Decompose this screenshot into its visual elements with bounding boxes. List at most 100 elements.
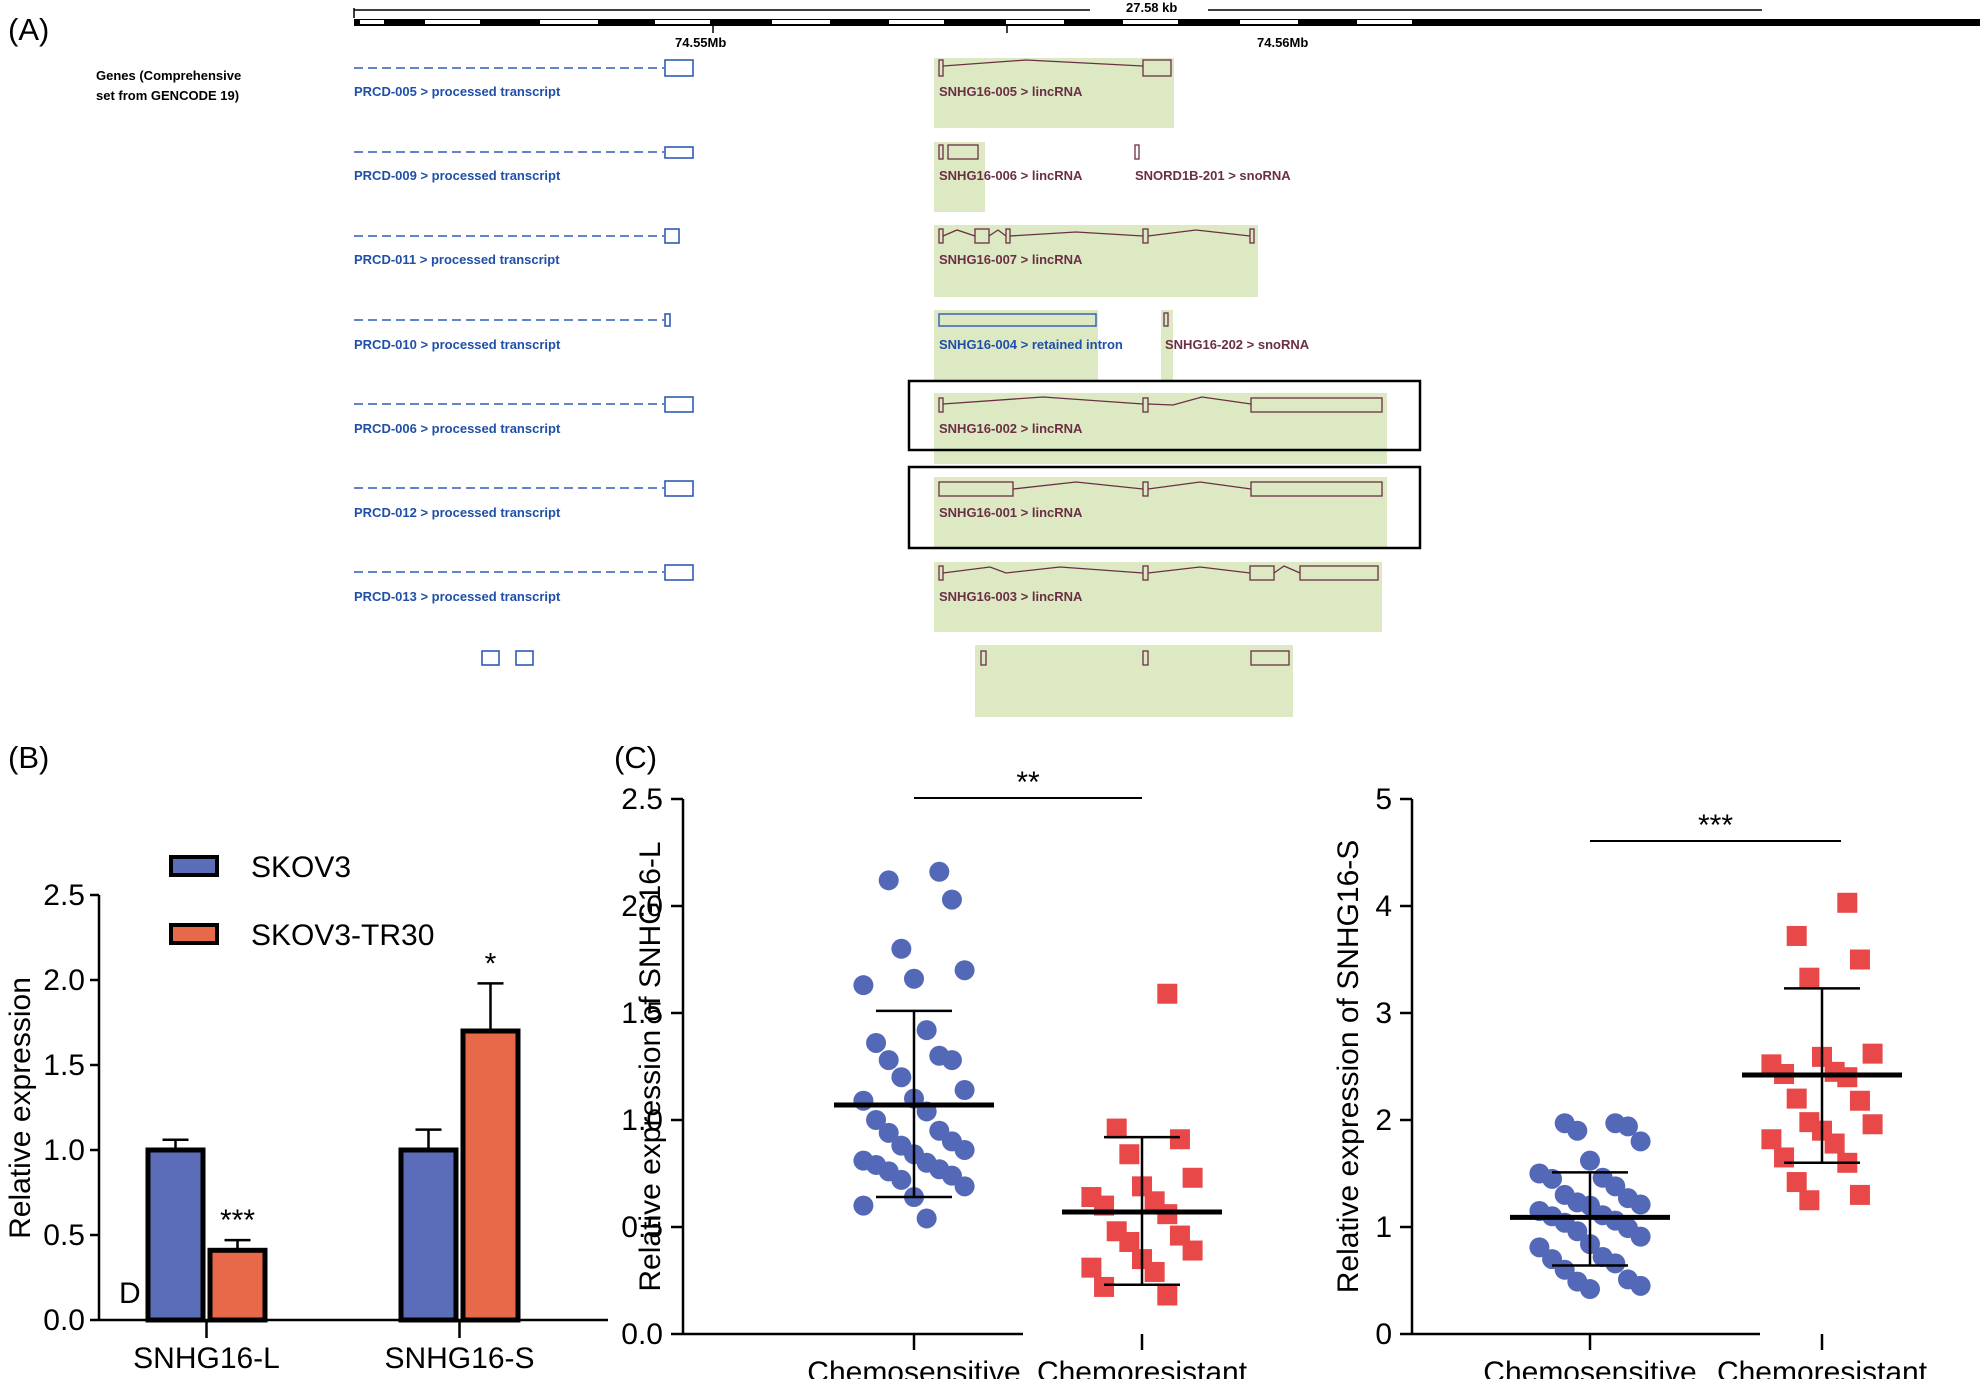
prcd-exon (664, 396, 694, 413)
data-point-chemoresistant (1182, 1167, 1203, 1188)
prcd-exon (664, 59, 694, 77)
prcd-exon (664, 480, 694, 497)
bar-skov3-tr30-snhg16-s (460, 1028, 521, 1323)
data-point-chemoresistant (1799, 967, 1820, 988)
snhg-intron (1147, 481, 1252, 490)
data-point-chemoresistant (1106, 1118, 1127, 1139)
prcd-label: PRCD-009 > processed transcript (354, 168, 561, 183)
data-point-chemosensitive (941, 889, 962, 910)
snhg-exon (938, 144, 944, 160)
snhg-label: SNHG16-003 > lincRNA (939, 589, 1083, 604)
y-tick-label: 0.5 (43, 1219, 85, 1252)
y-tick-label: 0.0 (621, 1318, 663, 1351)
snhg-004-exon (938, 313, 1097, 327)
data-point-chemosensitive (916, 1208, 937, 1229)
snhg-exon (1299, 565, 1379, 581)
data-point-chemosensitive (954, 1080, 975, 1101)
prcd-label: PRCD-005 > processed transcript (354, 84, 561, 99)
data-point-chemosensitive (1605, 1176, 1626, 1197)
ruler-segment (1357, 20, 1412, 24)
data-point-chemosensitive (891, 1067, 912, 1088)
data-point-chemosensitive (1580, 1279, 1600, 1300)
y-tick-label: 2.5 (621, 783, 663, 816)
snhg-intron (942, 566, 1144, 574)
data-point-chemosensitive (1617, 1116, 1638, 1137)
prcd-label: PRCD-012 > processed transcript (354, 505, 561, 520)
prcd-exon (664, 228, 680, 244)
snhg-label-retained-intron: SNHG16-004 > retained intron (939, 337, 1123, 352)
ruler-segment (655, 20, 710, 24)
data-point-chemosensitive (1529, 1237, 1550, 1258)
snhg-exon (1250, 650, 1290, 666)
y-tick-label: 0.0 (43, 1304, 85, 1337)
data-point-chemosensitive (1567, 1120, 1588, 1141)
ruler-segment (425, 20, 480, 24)
highlight-unlabeled (975, 645, 1293, 717)
legend-swatch-skov3-tr30 (169, 923, 219, 945)
y-tick-label: 2.0 (43, 964, 85, 997)
snhg-intron (1147, 566, 1251, 574)
data-point-chemosensitive (929, 861, 950, 882)
data-point-chemosensitive (878, 870, 899, 891)
ruler-segment (772, 20, 830, 24)
snhg-label: SNHG16-002 > lincRNA (939, 421, 1083, 436)
significance-marker: ** (1016, 766, 1040, 799)
data-point-chemosensitive (853, 1090, 874, 1111)
data-point-chemoresistant (1081, 1257, 1102, 1278)
data-point-chemosensitive (954, 960, 975, 981)
data-point-chemosensitive (1630, 1275, 1651, 1296)
data-point-chemosensitive (954, 1139, 975, 1160)
chart-c-right: 0 1 2 3 4 5 Relative expression of SNHG16-S ***… (1332, 783, 1928, 1379)
highlight-snhg16-202 (1161, 310, 1173, 380)
snhg-intron (1012, 481, 1144, 490)
highlight-snhg16-003 (934, 562, 1382, 632)
data-point-chemoresistant (1849, 949, 1870, 970)
snhg-exon (1142, 59, 1172, 77)
prcd-label: PRCD-011 > processed transcript (354, 252, 560, 267)
ruler-segment (1006, 20, 1064, 24)
data-point-chemosensitive (954, 1176, 975, 1197)
highlight-snhg16-001 (934, 477, 1387, 548)
prcd-label: PRCD-013 > processed transcript (354, 589, 561, 604)
x-tick-label: Chemoresistant (1037, 1356, 1248, 1379)
data-point-chemoresistant (1144, 1261, 1165, 1282)
coord-label-right: 74.56Mb (1257, 35, 1308, 50)
coord-label-left: 74.55Mb (675, 35, 726, 50)
y-tick-label: 5 (1375, 783, 1392, 816)
y-tick-label: 2 (1375, 1104, 1392, 1137)
y-tick-label: 1 (1375, 1211, 1392, 1244)
y-axis-label: Relative expression of SNHG16-L (634, 841, 667, 1291)
data-point-chemosensitive (878, 1122, 899, 1143)
ruler-segments (360, 20, 1412, 24)
snhg-exon (1142, 397, 1149, 413)
snhg-exon (1250, 481, 1383, 497)
data-point-chemoresistant (1182, 1240, 1203, 1261)
ruler-segment (889, 20, 944, 24)
data-point-chemoresistant (1761, 1129, 1782, 1150)
y-tick-label: 1.0 (621, 1104, 663, 1137)
data-point-chemosensitive (1630, 1226, 1651, 1247)
prcd-label: PRCD-006 > processed transcript (354, 421, 561, 436)
data-point-chemosensitive (1567, 1221, 1588, 1242)
data-point-chemosensitive (916, 1020, 937, 1041)
highlight-snhg16-004 (934, 310, 1098, 380)
snhg-exon (1250, 397, 1383, 413)
data-point-chemosensitive (853, 975, 874, 996)
chart-c-left: 0.0 0.5 1.0 1.5 2.0 2.5 Relative expression of… (621, 766, 1247, 1379)
data-point-chemoresistant (1157, 983, 1178, 1004)
data-point-chemoresistant (1849, 1090, 1870, 1111)
data-point-chemosensitive (891, 938, 912, 959)
y-tick-label: 1.0 (43, 1134, 85, 1167)
ruler-segment (1123, 20, 1178, 24)
snhg-exon (980, 650, 987, 666)
data-point-chemoresistant (1849, 1184, 1870, 1205)
y-tick-label: 0 (1375, 1318, 1392, 1351)
data-point-chemosensitive (853, 1195, 874, 1216)
highlight-snhg16-007 (934, 225, 1258, 297)
x-tick-label: Chemosensitive (1483, 1356, 1696, 1379)
data-point-chemosensitive (904, 968, 924, 989)
ruler-segment (1240, 20, 1298, 24)
snhg-exon (938, 59, 944, 77)
snord-label: SNORD1B-201 > snoRNA (1135, 168, 1291, 183)
